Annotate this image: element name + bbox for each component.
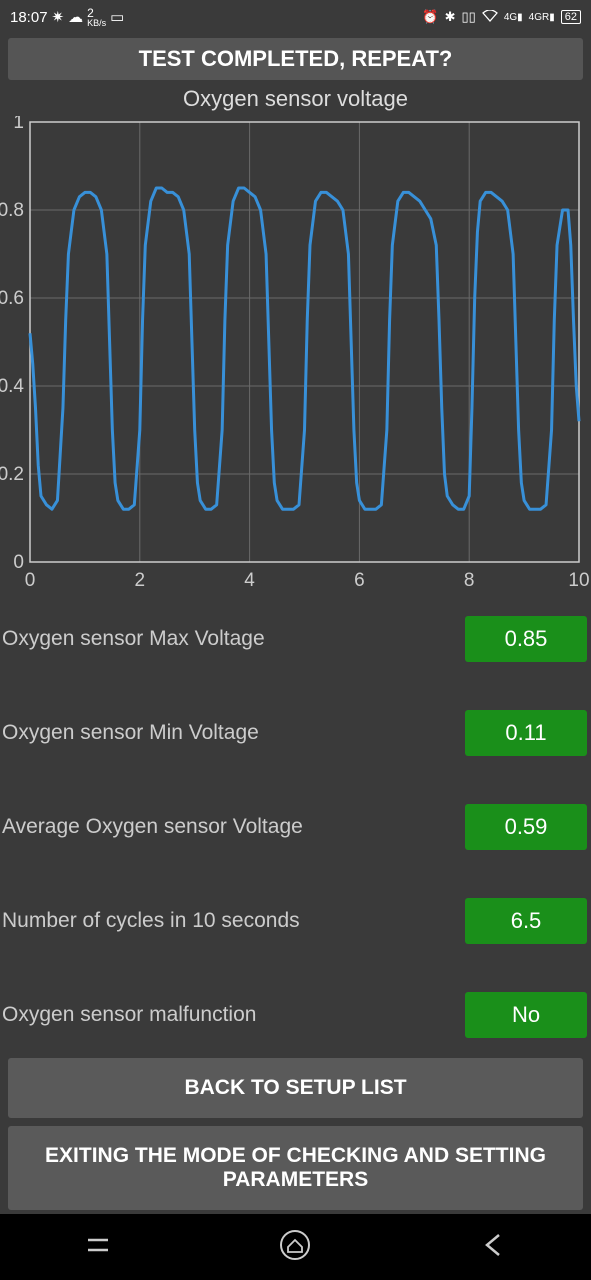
readings-list: Oxygen sensor Max Voltage 0.85 Oxygen se…	[0, 616, 591, 1038]
reading-row: Oxygen sensor Max Voltage 0.85	[0, 616, 591, 662]
wifi-icon	[482, 10, 498, 25]
reading-value: 0.11	[465, 710, 587, 756]
net-speed: 2 KB/s	[87, 7, 106, 28]
svg-text:8: 8	[464, 570, 475, 591]
reading-value: No	[465, 992, 587, 1038]
reading-row: Oxygen sensor Min Voltage 0.11	[0, 710, 591, 756]
reading-value: 0.59	[465, 804, 587, 850]
bluetooth-icon: ✱	[445, 9, 456, 25]
svg-text:0.4: 0.4	[0, 376, 24, 397]
back-button[interactable]: BACK TO SETUP LIST	[8, 1058, 583, 1118]
svg-text:4: 4	[244, 570, 255, 591]
svg-text:6: 6	[354, 570, 365, 591]
clock: 18:07	[10, 9, 48, 26]
svg-text:0.2: 0.2	[0, 464, 24, 485]
reading-label: Number of cycles in 10 seconds	[2, 909, 300, 933]
reading-label: Oxygen sensor Max Voltage	[2, 627, 265, 651]
picture-icon: ▭	[110, 8, 124, 26]
signal1-icon: 4G▮	[504, 12, 523, 23]
svg-text:0: 0	[25, 570, 36, 591]
asterisk-icon: ✷	[52, 8, 65, 26]
svg-text:0.6: 0.6	[0, 288, 24, 309]
alarm-icon: ⏰	[422, 9, 438, 25]
exit-button[interactable]: EXITING THE MODE OF CHECKING AND SETTING…	[8, 1126, 583, 1210]
voltage-chart: 0 2 4 6 8 10 0 0.2 0.4 0.6 0.8 1	[0, 116, 591, 596]
reading-row: Number of cycles in 10 seconds 6.5	[0, 898, 591, 944]
signal2-icon: 4GR▮	[529, 12, 555, 23]
battery-icon: 62	[561, 10, 581, 24]
repeat-banner[interactable]: TEST COMPLETED, REPEAT?	[8, 38, 583, 80]
reading-value: 0.85	[465, 616, 587, 662]
reading-label: Oxygen sensor malfunction	[2, 1003, 256, 1027]
svg-text:0: 0	[13, 552, 24, 573]
home-icon[interactable]	[278, 1228, 312, 1267]
reading-row: Oxygen sensor malfunction No	[0, 992, 591, 1038]
status-bar: 18:07 ✷ ☁ 2 KB/s ▭ ⏰ ✱ ▯▯ 4G▮ 4GR▮ 62	[0, 0, 591, 34]
svg-text:0.8: 0.8	[0, 200, 24, 221]
reading-label: Average Oxygen sensor Voltage	[2, 815, 303, 839]
chart-area: 024681000.20.40.60.81	[0, 116, 583, 596]
svg-text:10: 10	[568, 570, 589, 591]
reading-value: 6.5	[465, 898, 587, 944]
status-right: ⏰ ✱ ▯▯ 4G▮ 4GR▮ 62	[422, 9, 581, 25]
vibrate-icon: ▯▯	[462, 9, 476, 25]
reading-label: Oxygen sensor Min Voltage	[2, 721, 259, 745]
chart-title: Oxygen sensor voltage	[0, 86, 591, 112]
status-left: 18:07 ✷ ☁ 2 KB/s ▭	[10, 7, 124, 28]
nav-bar	[0, 1214, 591, 1280]
recent-apps-icon[interactable]	[82, 1229, 114, 1266]
cloud-icon: ☁	[68, 8, 83, 26]
svg-text:1: 1	[13, 116, 24, 133]
svg-text:2: 2	[135, 570, 146, 591]
back-icon[interactable]	[477, 1229, 509, 1266]
reading-row: Average Oxygen sensor Voltage 0.59	[0, 804, 591, 850]
